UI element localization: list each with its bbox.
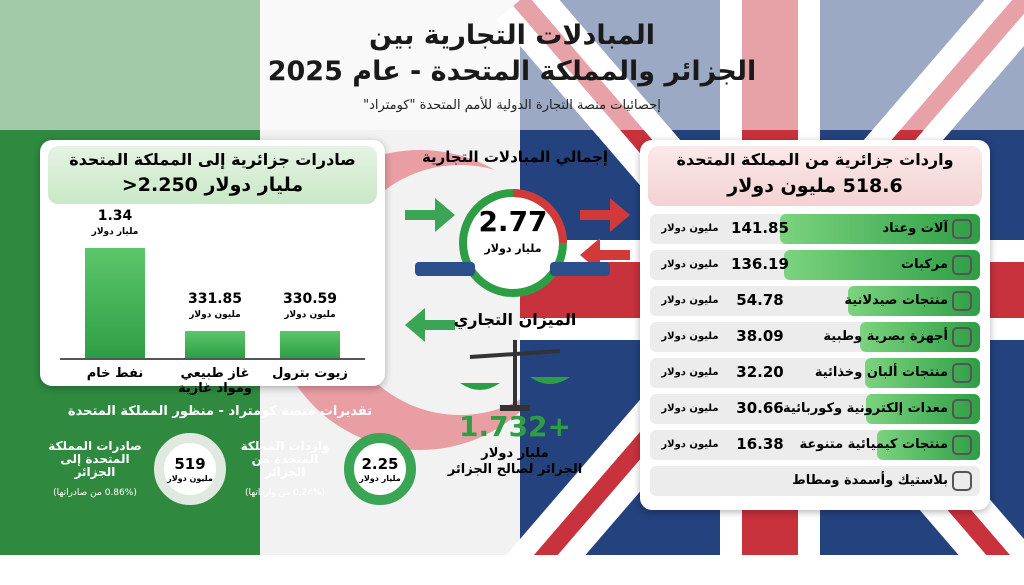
- exports-total-value: 2.250<: [121, 174, 198, 196]
- total-trade-value: 2.77: [478, 205, 548, 238]
- row-label: بلاستيك وأسمدة ومطاط: [792, 473, 948, 488]
- row-icon: [952, 327, 972, 347]
- donut-value: 519: [174, 455, 206, 473]
- donut-label: صادرات المملكة المتحدة إلى الجزائر: [48, 439, 142, 479]
- row-bg: [650, 466, 980, 496]
- row-value: 54.78: [736, 291, 784, 309]
- arrows: [405, 198, 630, 342]
- imports-total: 518.6 مليون دولار: [640, 175, 990, 197]
- row-label: منتجات صيدلانية: [844, 293, 948, 308]
- row-icon: [952, 399, 972, 419]
- row-unit: مليون دولار: [661, 223, 719, 234]
- balance-note: الجزائر لصالح الجزائر: [447, 462, 583, 477]
- imports-rows: 141.85 مليون دولار آلات وعتاد 136.19 مليون د…: [640, 140, 990, 510]
- bar: [85, 248, 145, 358]
- row-label: آلات وعتاد: [882, 221, 948, 236]
- donut-unit: مليار دولار: [359, 474, 401, 483]
- exports-bars: 1.34 مليار دولار نفط خام 331.85 مليون دولار غ…: [40, 140, 385, 396]
- row-unit: مليون دولار: [661, 367, 719, 378]
- row-value: 141.85: [731, 219, 789, 237]
- exports-total: مليار دولار 2.250<: [40, 174, 385, 196]
- total-trade-unit: مليار دولار: [484, 242, 542, 255]
- balance-value: +1.732: [458, 410, 572, 443]
- balance-title: الميزان التجاري: [453, 310, 577, 329]
- bar-value: 1.34: [97, 208, 133, 224]
- row-label: معدات إلكترونية وكوربائية: [782, 401, 948, 416]
- row-value: 16.38: [736, 435, 784, 453]
- imports-total-unit: مليون دولار: [727, 175, 836, 197]
- row-icon: [952, 435, 972, 455]
- donut-value: 2.25: [361, 455, 399, 473]
- row-unit: مليون دولار: [661, 403, 719, 414]
- bar-unit: مليون دولار: [284, 309, 336, 320]
- imports-total-value: 518.6: [842, 175, 903, 197]
- bar-label: غاز طبيعي ومواد غازية: [178, 366, 252, 396]
- row-icon: [952, 255, 972, 275]
- imports-header: [648, 146, 982, 206]
- baseline: [60, 358, 365, 360]
- balance-unit: مليار دولار: [481, 446, 549, 461]
- row-icon: [952, 219, 972, 239]
- row-bar: [780, 214, 980, 244]
- row-icon: [952, 291, 972, 311]
- bar-unit: مليار دولار: [91, 227, 139, 237]
- row-icon: [952, 471, 972, 491]
- total-trade-title: إجمالي المبادلات التجارية: [421, 148, 609, 166]
- bar: [280, 330, 340, 358]
- title-line-1: المبادلات التجارية بين: [368, 20, 656, 51]
- row-unit: مليون دولار: [661, 331, 719, 342]
- comtrade-title: تقديرات منصة كومتراد - منظور المملكة الم…: [67, 404, 373, 419]
- row-unit: مليون دولار: [661, 439, 719, 450]
- bar-value: 331.85: [187, 290, 243, 307]
- row-value: 32.20: [736, 363, 784, 381]
- row-unit: مليون دولار: [661, 295, 719, 306]
- row-value: 30.66: [736, 399, 784, 417]
- balance-scale: [460, 340, 570, 411]
- bar-unit: مليون دولار: [189, 309, 241, 320]
- exports-total-unit: مليار دولار: [204, 174, 304, 196]
- subtitle: إحصائيات منصة التجارة الدولية للأمم المت…: [363, 98, 661, 113]
- row-value: 38.09: [736, 327, 784, 345]
- bar: [185, 330, 245, 358]
- imports-panel: واردات جزائرية من المملكة المتحدة 518.6 …: [640, 140, 990, 510]
- row-label: أجهزة بصرية وطبية: [823, 329, 948, 344]
- row-bar: [784, 250, 980, 280]
- row-unit: مليون دولار: [661, 259, 719, 270]
- imports-title: واردات جزائرية من المملكة المتحدة: [676, 150, 954, 169]
- bar-value: 330.59: [282, 290, 338, 307]
- row-label: منتجات كيميائية متنوعة: [799, 437, 948, 452]
- donut-label: واردات المملكة المتحدة من الجزائر: [240, 439, 330, 479]
- donut-unit: مليون دولار: [167, 474, 213, 483]
- donut-note: (0.24% من وارداتها): [244, 488, 326, 498]
- exports-title: صادرات جزائرية إلى المملكة المتحدة: [69, 150, 356, 169]
- exports-panel: صادرات جزائرية إلى المملكة المتحدة مليار…: [40, 140, 385, 396]
- donut: [154, 433, 226, 505]
- row-label: منتجات ألبان وخذائية: [814, 365, 948, 380]
- title-line-2: الجزائر والمملكة المتحدة - عام 2025: [267, 56, 757, 87]
- row-value: 136.19: [731, 255, 789, 273]
- bar-label: نفط خام: [86, 366, 144, 381]
- bar-label: زيوت بترول: [272, 366, 348, 381]
- donut: [344, 433, 416, 505]
- donut-note: (0.86% من صادراتها): [53, 488, 137, 498]
- total-trade-ring: [459, 189, 567, 297]
- row-label: مركبات: [901, 257, 948, 272]
- exports-header: [48, 146, 377, 204]
- row-icon: [952, 363, 972, 383]
